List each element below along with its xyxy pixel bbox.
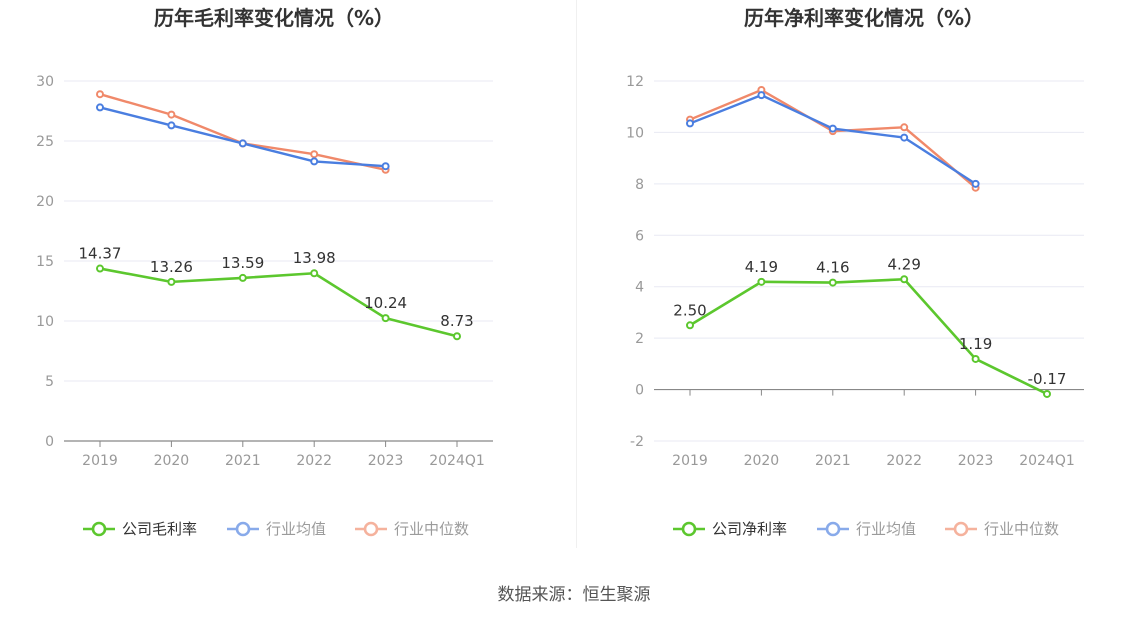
y-tick-label: 8 xyxy=(635,177,644,193)
legend-marker xyxy=(91,521,107,537)
data-point-average xyxy=(310,157,319,166)
data-point-median xyxy=(900,123,909,132)
data-point-company xyxy=(757,277,766,286)
data-label: 4.16 xyxy=(816,259,849,277)
data-point-company xyxy=(1043,389,1051,398)
data-point-company xyxy=(686,321,694,330)
data-point-median xyxy=(310,150,319,159)
data-point-company xyxy=(381,314,390,323)
series-line-company xyxy=(689,277,1048,396)
x-tick-label: 2019 xyxy=(672,453,708,469)
chart-panel-1: 历年毛利率变化情况（%） 0 5 10 15 20 25 30 2019 2020 2021 2022… xyxy=(36,6,493,538)
data-label: 14.37 xyxy=(79,245,122,263)
data-point-median xyxy=(96,90,104,99)
y-tick-label: 12 xyxy=(626,74,644,90)
data-point-company xyxy=(900,275,909,284)
x-tick-label: 2022 xyxy=(886,453,922,469)
data-point-median xyxy=(167,110,176,119)
y-tick-label: 5 xyxy=(45,374,54,390)
data-label: -0.17 xyxy=(1028,370,1067,388)
data-label: 4.29 xyxy=(887,255,920,273)
legend-item-average: 行业均值 xyxy=(817,520,916,538)
data-label: 13.26 xyxy=(150,258,193,276)
legend-item-average: 行业均值 xyxy=(227,520,326,538)
x-tick-label: 2022 xyxy=(296,453,332,469)
y-tick-label: 0 xyxy=(45,434,54,450)
data-point-average xyxy=(167,121,176,130)
x-tick-label: 2021 xyxy=(225,453,261,469)
panel-divider xyxy=(576,0,577,548)
y-tick-label: 6 xyxy=(635,228,644,244)
legend-marker xyxy=(953,521,969,537)
y-tick-label: 25 xyxy=(36,134,54,150)
data-point-average xyxy=(381,162,390,171)
data-point-average xyxy=(757,91,766,100)
legend-label: 行业中位数 xyxy=(984,520,1059,538)
data-point-average xyxy=(828,124,837,133)
data-point-average xyxy=(686,119,694,128)
x-tick-label: 2023 xyxy=(368,453,404,469)
data-point-average xyxy=(971,179,980,188)
y-tick-label: 10 xyxy=(626,125,644,141)
legend-marker xyxy=(681,521,697,537)
series-line-median xyxy=(689,88,977,189)
x-tick-label: 2020 xyxy=(154,453,190,469)
x-tick-label: 2019 xyxy=(82,453,118,469)
data-point-average xyxy=(96,103,104,112)
legend-label: 公司净利率 xyxy=(712,520,787,538)
legend-item-company: 公司净利率 xyxy=(673,520,787,538)
chart-title: 历年毛利率变化情况（%） xyxy=(154,6,394,30)
x-tick-label: 2023 xyxy=(958,453,994,469)
data-label: 13.59 xyxy=(221,254,264,272)
legend-marker xyxy=(825,521,841,537)
data-point-company xyxy=(453,332,461,341)
data-label: 1.19 xyxy=(959,335,992,353)
x-tick-label: 2021 xyxy=(815,453,851,469)
y-tick-label: 2 xyxy=(635,331,644,347)
data-label: 8.73 xyxy=(440,312,473,330)
data-point-company xyxy=(238,273,247,282)
data-point-company xyxy=(167,277,176,286)
legend-marker xyxy=(363,521,379,537)
y-tick-label: 30 xyxy=(36,74,54,90)
data-label: 13.98 xyxy=(293,249,336,267)
x-tick-label: 2024Q1 xyxy=(429,453,485,469)
legend-label: 公司毛利率 xyxy=(122,520,197,538)
data-point-company xyxy=(971,354,980,363)
legend-item-company: 公司毛利率 xyxy=(83,520,197,538)
data-label: 4.19 xyxy=(745,258,778,276)
series-line-average xyxy=(99,106,386,168)
data-source: 数据来源：恒生聚源 xyxy=(497,585,651,605)
data-point-average xyxy=(238,139,247,148)
legend-label: 行业中位数 xyxy=(394,520,469,538)
x-tick-label: 2020 xyxy=(744,453,780,469)
data-point-company xyxy=(96,264,104,273)
y-tick-label: 15 xyxy=(36,254,54,270)
legend-item-median: 行业中位数 xyxy=(355,520,469,538)
chart-panel-2: 历年净利率变化情况（%） -2 0 2 4 6 8 10 12 2019 2020 2021 2022 2… xyxy=(626,6,1084,538)
y-tick-label: 10 xyxy=(36,314,54,330)
data-label: 2.50 xyxy=(673,301,706,319)
data-point-average xyxy=(900,133,909,142)
y-tick-label: 20 xyxy=(36,194,54,210)
legend-item-median: 行业中位数 xyxy=(945,520,1059,538)
y-tick-label: -2 xyxy=(630,434,644,450)
x-tick-label: 2024Q1 xyxy=(1019,453,1075,469)
data-point-company xyxy=(310,269,319,278)
legend-label: 行业均值 xyxy=(856,520,916,538)
y-tick-label: 4 xyxy=(635,280,644,296)
y-tick-label: 0 xyxy=(635,383,644,399)
data-point-company xyxy=(828,278,837,287)
chart-title: 历年净利率变化情况（%） xyxy=(744,6,984,30)
series-line-median xyxy=(99,93,386,171)
legend-marker xyxy=(235,521,251,537)
legend-label: 行业均值 xyxy=(266,520,326,538)
data-label: 10.24 xyxy=(364,294,407,312)
series-line-company xyxy=(99,267,458,338)
series-line-average xyxy=(689,93,977,185)
